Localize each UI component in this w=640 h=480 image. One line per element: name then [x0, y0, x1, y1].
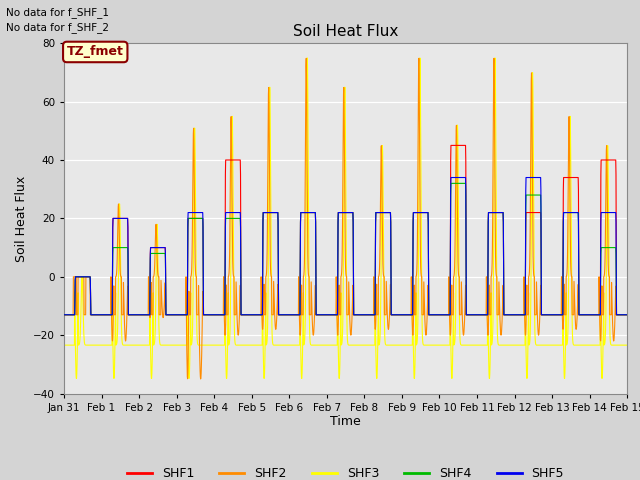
SHF4 [589, 312, 597, 318]
SHF2 [509, 312, 517, 318]
SHF5 [374, 210, 382, 216]
Line: SHF5: SHF5 [64, 178, 627, 315]
Text: No data for f_SHF_2: No data for f_SHF_2 [6, 22, 109, 33]
SHF3 [374, 290, 382, 296]
SHF3 [574, 342, 582, 348]
SHF2 [574, 300, 582, 305]
SHF4 [217, 312, 225, 318]
SHF4 [573, 210, 581, 216]
SHF1 [362, 312, 369, 318]
SHF2 [60, 312, 68, 318]
SHF4 [623, 312, 631, 318]
SHF4 [374, 210, 382, 216]
SHF1 [509, 312, 517, 318]
SHF1 [60, 312, 68, 318]
SHF5 [589, 312, 597, 318]
SHF1 [217, 312, 225, 318]
SHF2 [623, 312, 631, 318]
Y-axis label: Soil Heat Flux: Soil Heat Flux [15, 175, 28, 262]
SHF3 [623, 342, 631, 348]
SHF5 [60, 312, 68, 318]
SHF3 [589, 342, 597, 348]
SHF3 [303, 55, 311, 61]
SHF1 [374, 210, 382, 216]
SHF2 [218, 312, 225, 318]
SHF5 [217, 312, 225, 318]
Legend: SHF1, SHF2, SHF3, SHF4, SHF5: SHF1, SHF2, SHF3, SHF4, SHF5 [122, 462, 569, 480]
SHF1 [573, 175, 581, 180]
Line: SHF3: SHF3 [64, 58, 627, 378]
SHF3 [217, 342, 225, 348]
Text: No data for f_SHF_1: No data for f_SHF_1 [6, 7, 109, 18]
SHF4 [447, 180, 455, 186]
SHF1 [589, 312, 597, 318]
Text: TZ_fmet: TZ_fmet [67, 46, 124, 59]
SHF1 [447, 143, 455, 148]
Line: SHF2: SHF2 [64, 59, 627, 379]
Line: SHF4: SHF4 [64, 183, 627, 315]
SHF3 [60, 342, 68, 348]
SHF2 [374, 312, 382, 318]
X-axis label: Time: Time [330, 415, 361, 429]
SHF3 [373, 375, 381, 381]
SHF5 [509, 312, 517, 318]
SHF4 [362, 312, 369, 318]
SHF4 [60, 312, 68, 318]
SHF2 [362, 312, 370, 318]
SHF1 [623, 312, 631, 318]
SHF5 [623, 312, 631, 318]
Line: SHF1: SHF1 [64, 145, 627, 315]
SHF4 [509, 312, 517, 318]
SHF2 [196, 376, 204, 382]
SHF5 [573, 210, 581, 216]
Title: Soil Heat Flux: Soil Heat Flux [293, 24, 398, 39]
SHF3 [362, 342, 370, 348]
SHF5 [362, 312, 369, 318]
SHF2 [589, 312, 597, 318]
SHF2 [415, 56, 422, 61]
SHF5 [447, 175, 455, 180]
SHF3 [509, 342, 517, 348]
